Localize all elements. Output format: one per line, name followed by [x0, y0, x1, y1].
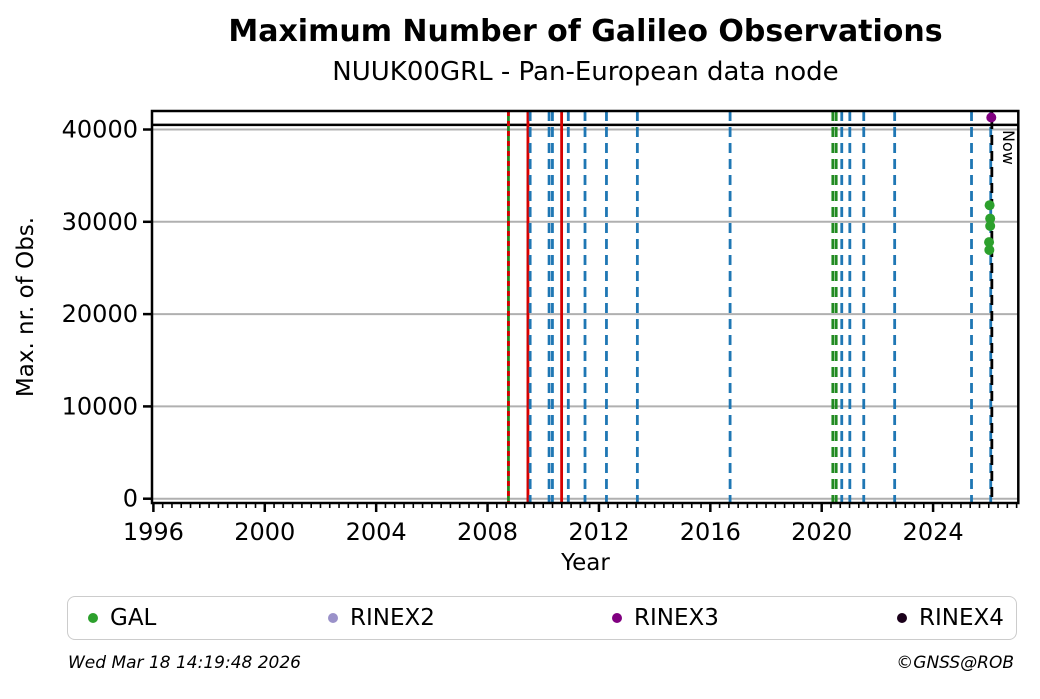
credit: ©GNSS@ROB: [896, 653, 1014, 673]
x-tick-label: 2004: [346, 518, 407, 546]
x-tick-label: 2024: [903, 518, 964, 546]
x-tick-label: 2008: [457, 518, 518, 546]
x-tick-label: 2016: [680, 518, 741, 546]
x-tick-label: 2000: [234, 518, 295, 546]
page-title: Maximum Number of Galileo Observations: [228, 14, 943, 49]
rinex2-marker-icon: [328, 612, 338, 623]
plot-border: [150, 109, 1020, 505]
legend-label: RINEX2: [350, 604, 435, 631]
scatter-point-rinex3: [986, 112, 997, 123]
legend: GAL RINEX2 RINEX3 RINEX4: [67, 596, 1017, 640]
legend-item-gal: GAL: [88, 597, 156, 638]
y-tick-label: 30000: [62, 208, 138, 236]
legend-item-rinex4: RINEX4: [897, 597, 1004, 638]
legend-item-rinex2: RINEX2: [328, 597, 435, 638]
x-tick-label: 1996: [123, 518, 184, 546]
scatter-point-gal: [984, 200, 995, 211]
legend-label: RINEX4: [919, 604, 1004, 631]
x-tick-label: 2020: [791, 518, 852, 546]
rinex4-marker-icon: [897, 612, 907, 623]
y-tick-label: 40000: [62, 116, 138, 144]
x-tick-label: 2012: [568, 518, 629, 546]
scatter-point-gal: [984, 237, 995, 248]
legend-item-rinex3: RINEX3: [612, 597, 719, 638]
scatter-point-gal: [985, 220, 996, 231]
rinex3-marker-icon: [612, 612, 622, 623]
legend-label: GAL: [110, 604, 157, 631]
x-axis-label: Year: [561, 550, 610, 576]
y-tick-label: 10000: [62, 392, 138, 420]
now-annotation-label: Now: [999, 130, 1018, 165]
chart-subtitle: NUUK00GRL - Pan-European data node: [332, 57, 839, 87]
y-tick-label: 0: [123, 485, 138, 513]
legend-label: RINEX3: [634, 604, 719, 631]
scatter-point-gal: [984, 244, 995, 255]
y-tick-label: 20000: [62, 300, 138, 328]
timestamp: Wed Mar 18 14:19:48 2026: [68, 653, 301, 673]
gal-marker-icon: [88, 612, 98, 623]
scatter-point-gal: [985, 213, 996, 224]
